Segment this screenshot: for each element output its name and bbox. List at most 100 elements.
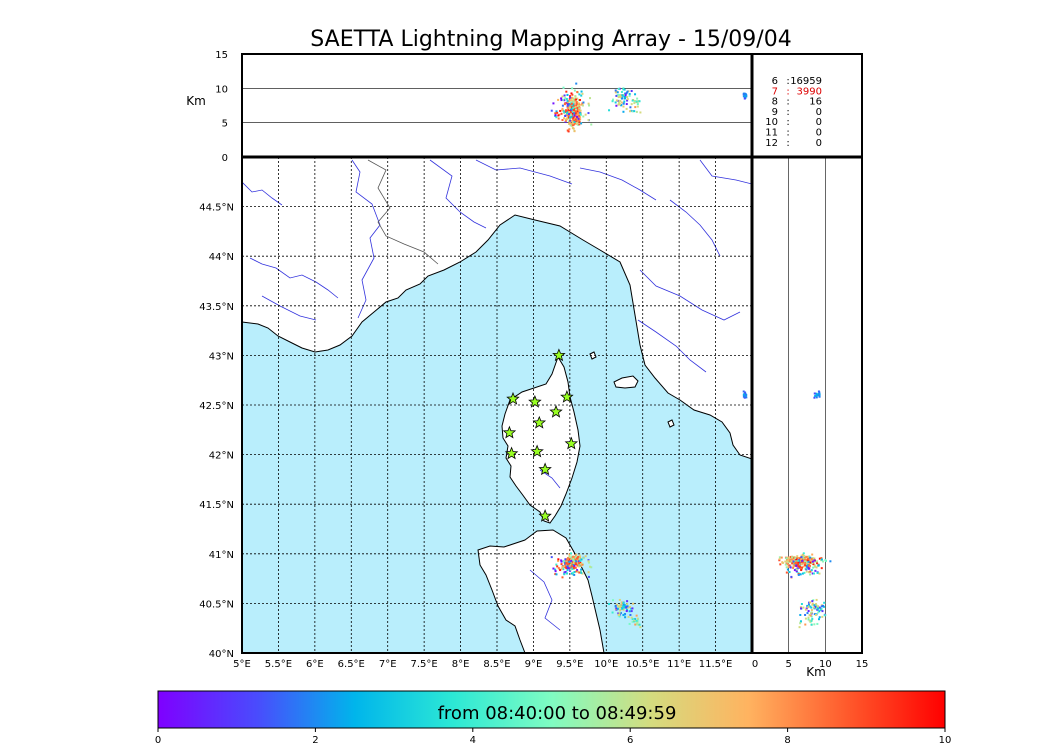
source-point-altitude: [629, 106, 632, 109]
map-y-tick-label: 43°N: [209, 351, 234, 362]
source-point-altitude: [570, 115, 573, 118]
source-point-altitude: [623, 88, 626, 91]
source-point-altitude: [615, 94, 618, 97]
source-point-map: [620, 601, 623, 604]
source-point-altitude: [550, 109, 553, 112]
source-point-map: [570, 558, 573, 561]
source-point-side: [800, 556, 803, 559]
source-point-side: [794, 562, 797, 565]
source-point-altitude: [579, 112, 582, 115]
colorbar: from 08:40:00 to 08:49:59 0 2 4 6 8 10: [155, 690, 952, 746]
source-point-map: [570, 564, 573, 567]
source-point-altitude: [565, 114, 568, 117]
source-point-map: [631, 617, 634, 620]
source-point-altitude: [587, 119, 590, 122]
source-point-map: [579, 570, 582, 573]
map-y-tick-label: 42.5°N: [199, 401, 234, 412]
source-point-map: [590, 566, 593, 569]
source-point-map: [564, 561, 567, 564]
source-point-altitude: [574, 95, 577, 98]
source-point-side: [796, 567, 799, 570]
source-point-map: [573, 564, 576, 567]
source-point-altitude: [635, 100, 638, 103]
source-point-altitude: [568, 113, 571, 116]
star-icon: [538, 462, 552, 476]
source-point-altitude: [569, 98, 572, 101]
source-point-side: [798, 565, 801, 568]
source-point-altitude: [582, 101, 585, 104]
source-point-altitude: [576, 115, 579, 118]
source-point-map: [587, 560, 590, 563]
source-point-altitude: [572, 103, 575, 106]
source-point-map: [563, 573, 566, 576]
source-point-map: [617, 613, 620, 616]
source-point-map: [623, 605, 626, 608]
source-point-altitude: [571, 93, 574, 96]
map-x-tick-label: 10.5°E: [626, 659, 660, 670]
source-point-side: [807, 566, 810, 569]
source-point-map: [561, 565, 564, 568]
source-point-side: [791, 557, 794, 560]
altitude-tick-label: 0: [222, 153, 228, 164]
source-point-side: [806, 612, 809, 615]
colorbar-gradient: [157, 690, 946, 729]
source-point-altitude: [615, 99, 618, 102]
source-point-map: [608, 603, 611, 606]
source-point-side: [816, 560, 819, 563]
station-count-separator: :: [786, 128, 789, 139]
source-point-side: [811, 572, 814, 575]
source-point-map: [565, 562, 568, 565]
source-point-altitude: [568, 118, 571, 121]
source-point-map: [572, 559, 575, 562]
source-point-side: [825, 559, 828, 562]
station-count-value: 3990: [797, 86, 822, 97]
source-point-altitude: [622, 110, 625, 113]
source-point-map: [636, 623, 639, 626]
source-point-altitude: [575, 110, 578, 113]
source-point-map: [579, 556, 582, 559]
source-point-side: [791, 562, 794, 565]
colorbar-tick-label: 2: [312, 735, 318, 746]
source-point-side: [813, 623, 816, 626]
source-point-side: [798, 563, 801, 566]
source-point-side: [823, 614, 826, 617]
source-point-map: [636, 617, 639, 620]
source-point-map: [552, 567, 555, 570]
source-point-altitude: [578, 120, 581, 123]
source-point-side: [794, 557, 797, 560]
source-point-map: [566, 560, 569, 563]
source-point-map: [631, 607, 634, 610]
side-x-tick-label: 10: [819, 659, 832, 670]
source-point-map: [625, 606, 628, 609]
source-point-altitude: [568, 111, 571, 114]
source-point-altitude: [625, 103, 628, 106]
source-point-side: [802, 565, 805, 568]
source-point-altitude: [569, 124, 572, 127]
station-count-value: 0: [816, 128, 822, 139]
source-point-altitude: [573, 120, 576, 123]
altitude-panel: 0 5 10 15 Km: [186, 50, 752, 164]
source-point-altitude: [568, 104, 571, 107]
source-point-side: [805, 563, 808, 566]
source-point-altitude: [623, 97, 626, 100]
altitude-sources: [550, 82, 748, 133]
source-point-side: [811, 553, 814, 556]
side-x-tick-label: 15: [856, 659, 869, 670]
source-point-side: [795, 564, 798, 567]
source-point-side: [815, 566, 818, 569]
source-point-altitude: [577, 112, 580, 115]
source-point-map: [621, 607, 624, 610]
source-point-altitude: [576, 104, 579, 107]
source-point-side: [814, 569, 817, 572]
giglio-island: [667, 419, 675, 428]
source-point-side: [785, 566, 788, 569]
source-point-map: [630, 607, 633, 610]
source-point-map: [578, 554, 581, 557]
source-point-map: [624, 616, 627, 619]
source-point-map: [578, 571, 581, 574]
source-point-altitude: [572, 99, 575, 102]
colorbar-tick-label: 10: [939, 735, 952, 746]
source-point-side: [799, 613, 802, 616]
source-point-altitude: [569, 114, 572, 117]
